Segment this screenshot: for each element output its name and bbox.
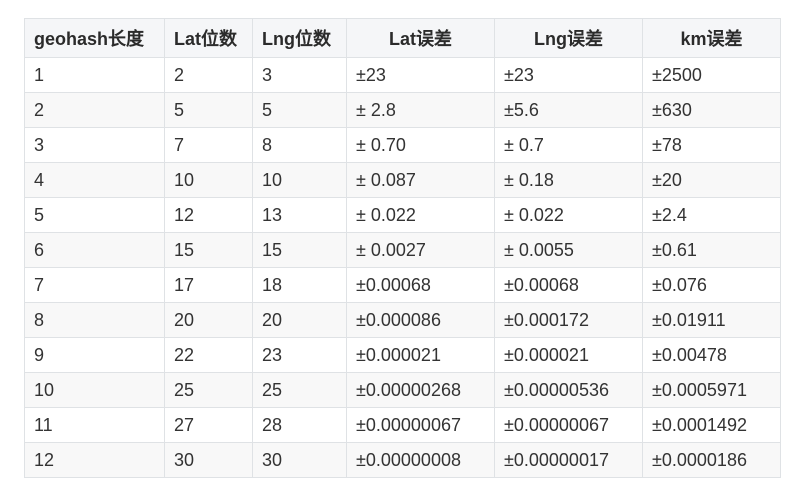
cell-lng-error: ± 0.0055	[494, 232, 643, 268]
cell-km-error: ±0.00478	[642, 337, 781, 373]
cell-km-error: ±2500	[642, 57, 781, 93]
cell-geohash-length: 3	[24, 127, 165, 163]
cell-geohash-length: 2	[24, 92, 165, 128]
header-geohash-length: geohash长度	[24, 18, 165, 58]
cell-km-error: ±78	[642, 127, 781, 163]
cell-lat-bits: 22	[164, 337, 253, 373]
cell-lng-error: ±0.00000017	[494, 442, 643, 478]
header-row: geohash长度 Lat位数 Lng位数 Lat误差 Lng误差 km误差	[24, 18, 781, 58]
table-row: 1 2 3 ±23 ±23 ±2500	[24, 57, 781, 93]
cell-lng-error: ±23	[494, 57, 643, 93]
table-row: 10 25 25 ±0.00000268 ±0.00000536 ±0.0005…	[24, 372, 781, 408]
cell-lat-error: ± 0.022	[346, 197, 495, 233]
header-km-error: km误差	[642, 18, 781, 58]
cell-lng-error: ±0.00000067	[494, 407, 643, 443]
cell-lng-error: ±0.00068	[494, 267, 643, 303]
cell-lat-bits: 17	[164, 267, 253, 303]
cell-geohash-length: 12	[24, 442, 165, 478]
cell-geohash-length: 10	[24, 372, 165, 408]
cell-lat-error: ± 0.0027	[346, 232, 495, 268]
cell-lng-bits: 15	[252, 232, 347, 268]
cell-lat-bits: 5	[164, 92, 253, 128]
cell-lat-error: ± 2.8	[346, 92, 495, 128]
table-row: 5 12 13 ± 0.022 ± 0.022 ±2.4	[24, 197, 781, 233]
cell-lng-bits: 10	[252, 162, 347, 198]
cell-lat-bits: 15	[164, 232, 253, 268]
cell-km-error: ±0.0000186	[642, 442, 781, 478]
table-row: 12 30 30 ±0.00000008 ±0.00000017 ±0.0000…	[24, 442, 781, 478]
header-lat-error: Lat误差	[346, 18, 495, 58]
cell-km-error: ±0.0005971	[642, 372, 781, 408]
header-lng-bits: Lng位数	[252, 18, 347, 58]
cell-lat-error: ±0.000086	[346, 302, 495, 338]
cell-geohash-length: 1	[24, 57, 165, 93]
cell-lat-bits: 20	[164, 302, 253, 338]
cell-lat-error: ± 0.087	[346, 162, 495, 198]
table-row: 3 7 8 ± 0.70 ± 0.7 ±78	[24, 127, 781, 163]
table-row: 2 5 5 ± 2.8 ±5.6 ±630	[24, 92, 781, 128]
cell-lng-error: ±0.00000536	[494, 372, 643, 408]
table-body: 1 2 3 ±23 ±23 ±2500 2 5 5 ± 2.8 ±5.6 ±63…	[24, 57, 781, 478]
cell-geohash-length: 6	[24, 232, 165, 268]
cell-geohash-length: 8	[24, 302, 165, 338]
cell-lng-bits: 13	[252, 197, 347, 233]
cell-lat-bits: 7	[164, 127, 253, 163]
geohash-precision-table-container: geohash长度 Lat位数 Lng位数 Lat误差 Lng误差 km误差 1…	[24, 18, 781, 478]
cell-geohash-length: 5	[24, 197, 165, 233]
cell-km-error: ±630	[642, 92, 781, 128]
table-row: 7 17 18 ±0.00068 ±0.00068 ±0.076	[24, 267, 781, 303]
cell-lat-bits: 10	[164, 162, 253, 198]
cell-lat-error: ±0.00068	[346, 267, 495, 303]
cell-lng-bits: 18	[252, 267, 347, 303]
cell-lng-bits: 30	[252, 442, 347, 478]
cell-lng-error: ±0.000021	[494, 337, 643, 373]
table-row: 6 15 15 ± 0.0027 ± 0.0055 ±0.61	[24, 232, 781, 268]
cell-km-error: ±0.0001492	[642, 407, 781, 443]
cell-geohash-length: 9	[24, 337, 165, 373]
cell-lat-bits: 25	[164, 372, 253, 408]
cell-lng-bits: 5	[252, 92, 347, 128]
cell-lng-error: ± 0.18	[494, 162, 643, 198]
cell-lng-bits: 20	[252, 302, 347, 338]
cell-lat-bits: 30	[164, 442, 253, 478]
cell-geohash-length: 11	[24, 407, 165, 443]
cell-lng-error: ±5.6	[494, 92, 643, 128]
cell-lat-error: ±0.000021	[346, 337, 495, 373]
header-lng-error: Lng误差	[494, 18, 643, 58]
cell-lat-bits: 2	[164, 57, 253, 93]
cell-lng-bits: 3	[252, 57, 347, 93]
header-lat-bits: Lat位数	[164, 18, 253, 58]
cell-lng-error: ± 0.7	[494, 127, 643, 163]
cell-lat-error: ±0.00000268	[346, 372, 495, 408]
cell-lat-error: ± 0.70	[346, 127, 495, 163]
cell-geohash-length: 4	[24, 162, 165, 198]
table-row: 4 10 10 ± 0.087 ± 0.18 ±20	[24, 162, 781, 198]
geohash-precision-table: geohash长度 Lat位数 Lng位数 Lat误差 Lng误差 km误差 1…	[24, 18, 781, 478]
cell-km-error: ±20	[642, 162, 781, 198]
table-row: 8 20 20 ±0.000086 ±0.000172 ±0.01911	[24, 302, 781, 338]
cell-km-error: ±0.61	[642, 232, 781, 268]
table-header: geohash长度 Lat位数 Lng位数 Lat误差 Lng误差 km误差	[24, 18, 781, 58]
cell-lng-bits: 8	[252, 127, 347, 163]
cell-km-error: ±2.4	[642, 197, 781, 233]
cell-lng-bits: 25	[252, 372, 347, 408]
cell-lat-bits: 12	[164, 197, 253, 233]
cell-lat-bits: 27	[164, 407, 253, 443]
cell-geohash-length: 7	[24, 267, 165, 303]
table-row: 9 22 23 ±0.000021 ±0.000021 ±0.00478	[24, 337, 781, 373]
cell-lng-error: ±0.000172	[494, 302, 643, 338]
cell-lng-error: ± 0.022	[494, 197, 643, 233]
cell-km-error: ±0.076	[642, 267, 781, 303]
cell-lat-error: ±0.00000067	[346, 407, 495, 443]
cell-km-error: ±0.01911	[642, 302, 781, 338]
cell-lng-bits: 28	[252, 407, 347, 443]
cell-lng-bits: 23	[252, 337, 347, 373]
cell-lat-error: ±23	[346, 57, 495, 93]
table-row: 11 27 28 ±0.00000067 ±0.00000067 ±0.0001…	[24, 407, 781, 443]
cell-lat-error: ±0.00000008	[346, 442, 495, 478]
